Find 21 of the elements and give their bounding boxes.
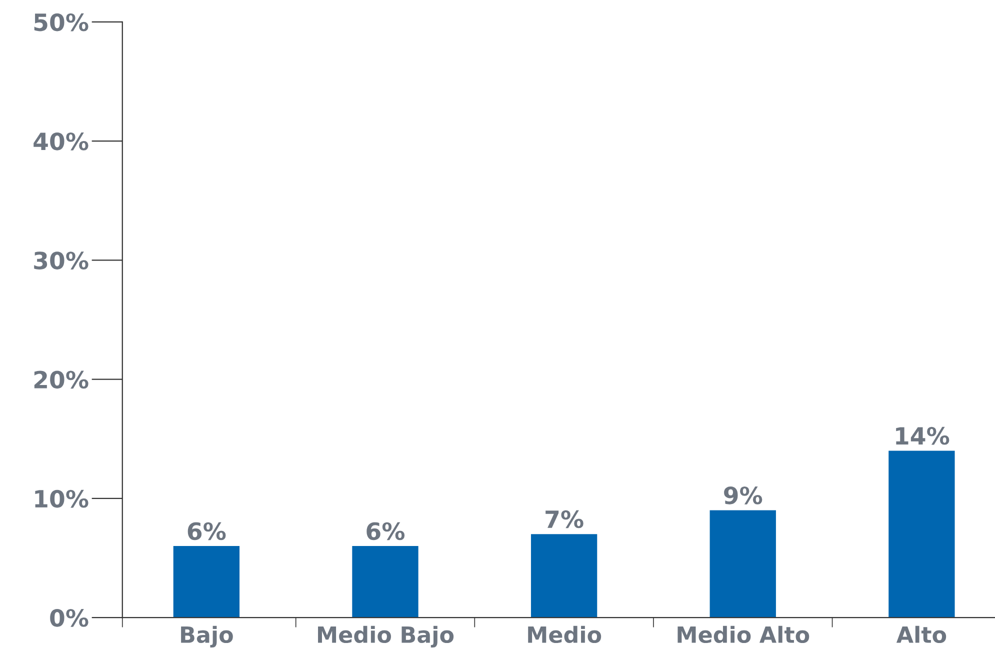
bar <box>530 534 598 618</box>
data-label: 6% <box>188 522 226 540</box>
x-tick-label: Bajo <box>181 626 233 648</box>
data-label: 14% <box>896 426 950 445</box>
data-label: 9% <box>724 486 762 504</box>
x-tick-label: Medio <box>528 626 602 644</box>
y-tick-label: 40% <box>34 132 88 150</box>
data-label: 7% <box>546 510 584 528</box>
y-tick-label: 10% <box>35 490 88 508</box>
y-tick-label: 30% <box>34 252 88 270</box>
bar <box>710 510 776 618</box>
y-tick-label: 20% <box>34 370 88 389</box>
bar <box>352 546 418 618</box>
x-tick-label: Medio Alto <box>678 626 810 644</box>
y-tick-label: 0% <box>50 608 88 627</box>
x-tick-label: Medio Bajo <box>318 626 454 648</box>
bar <box>888 450 955 618</box>
y-tick-label: 50% <box>34 13 88 32</box>
x-tick-label: Alto <box>896 626 946 644</box>
bar <box>173 546 240 618</box>
data-label: 6% <box>366 522 405 540</box>
